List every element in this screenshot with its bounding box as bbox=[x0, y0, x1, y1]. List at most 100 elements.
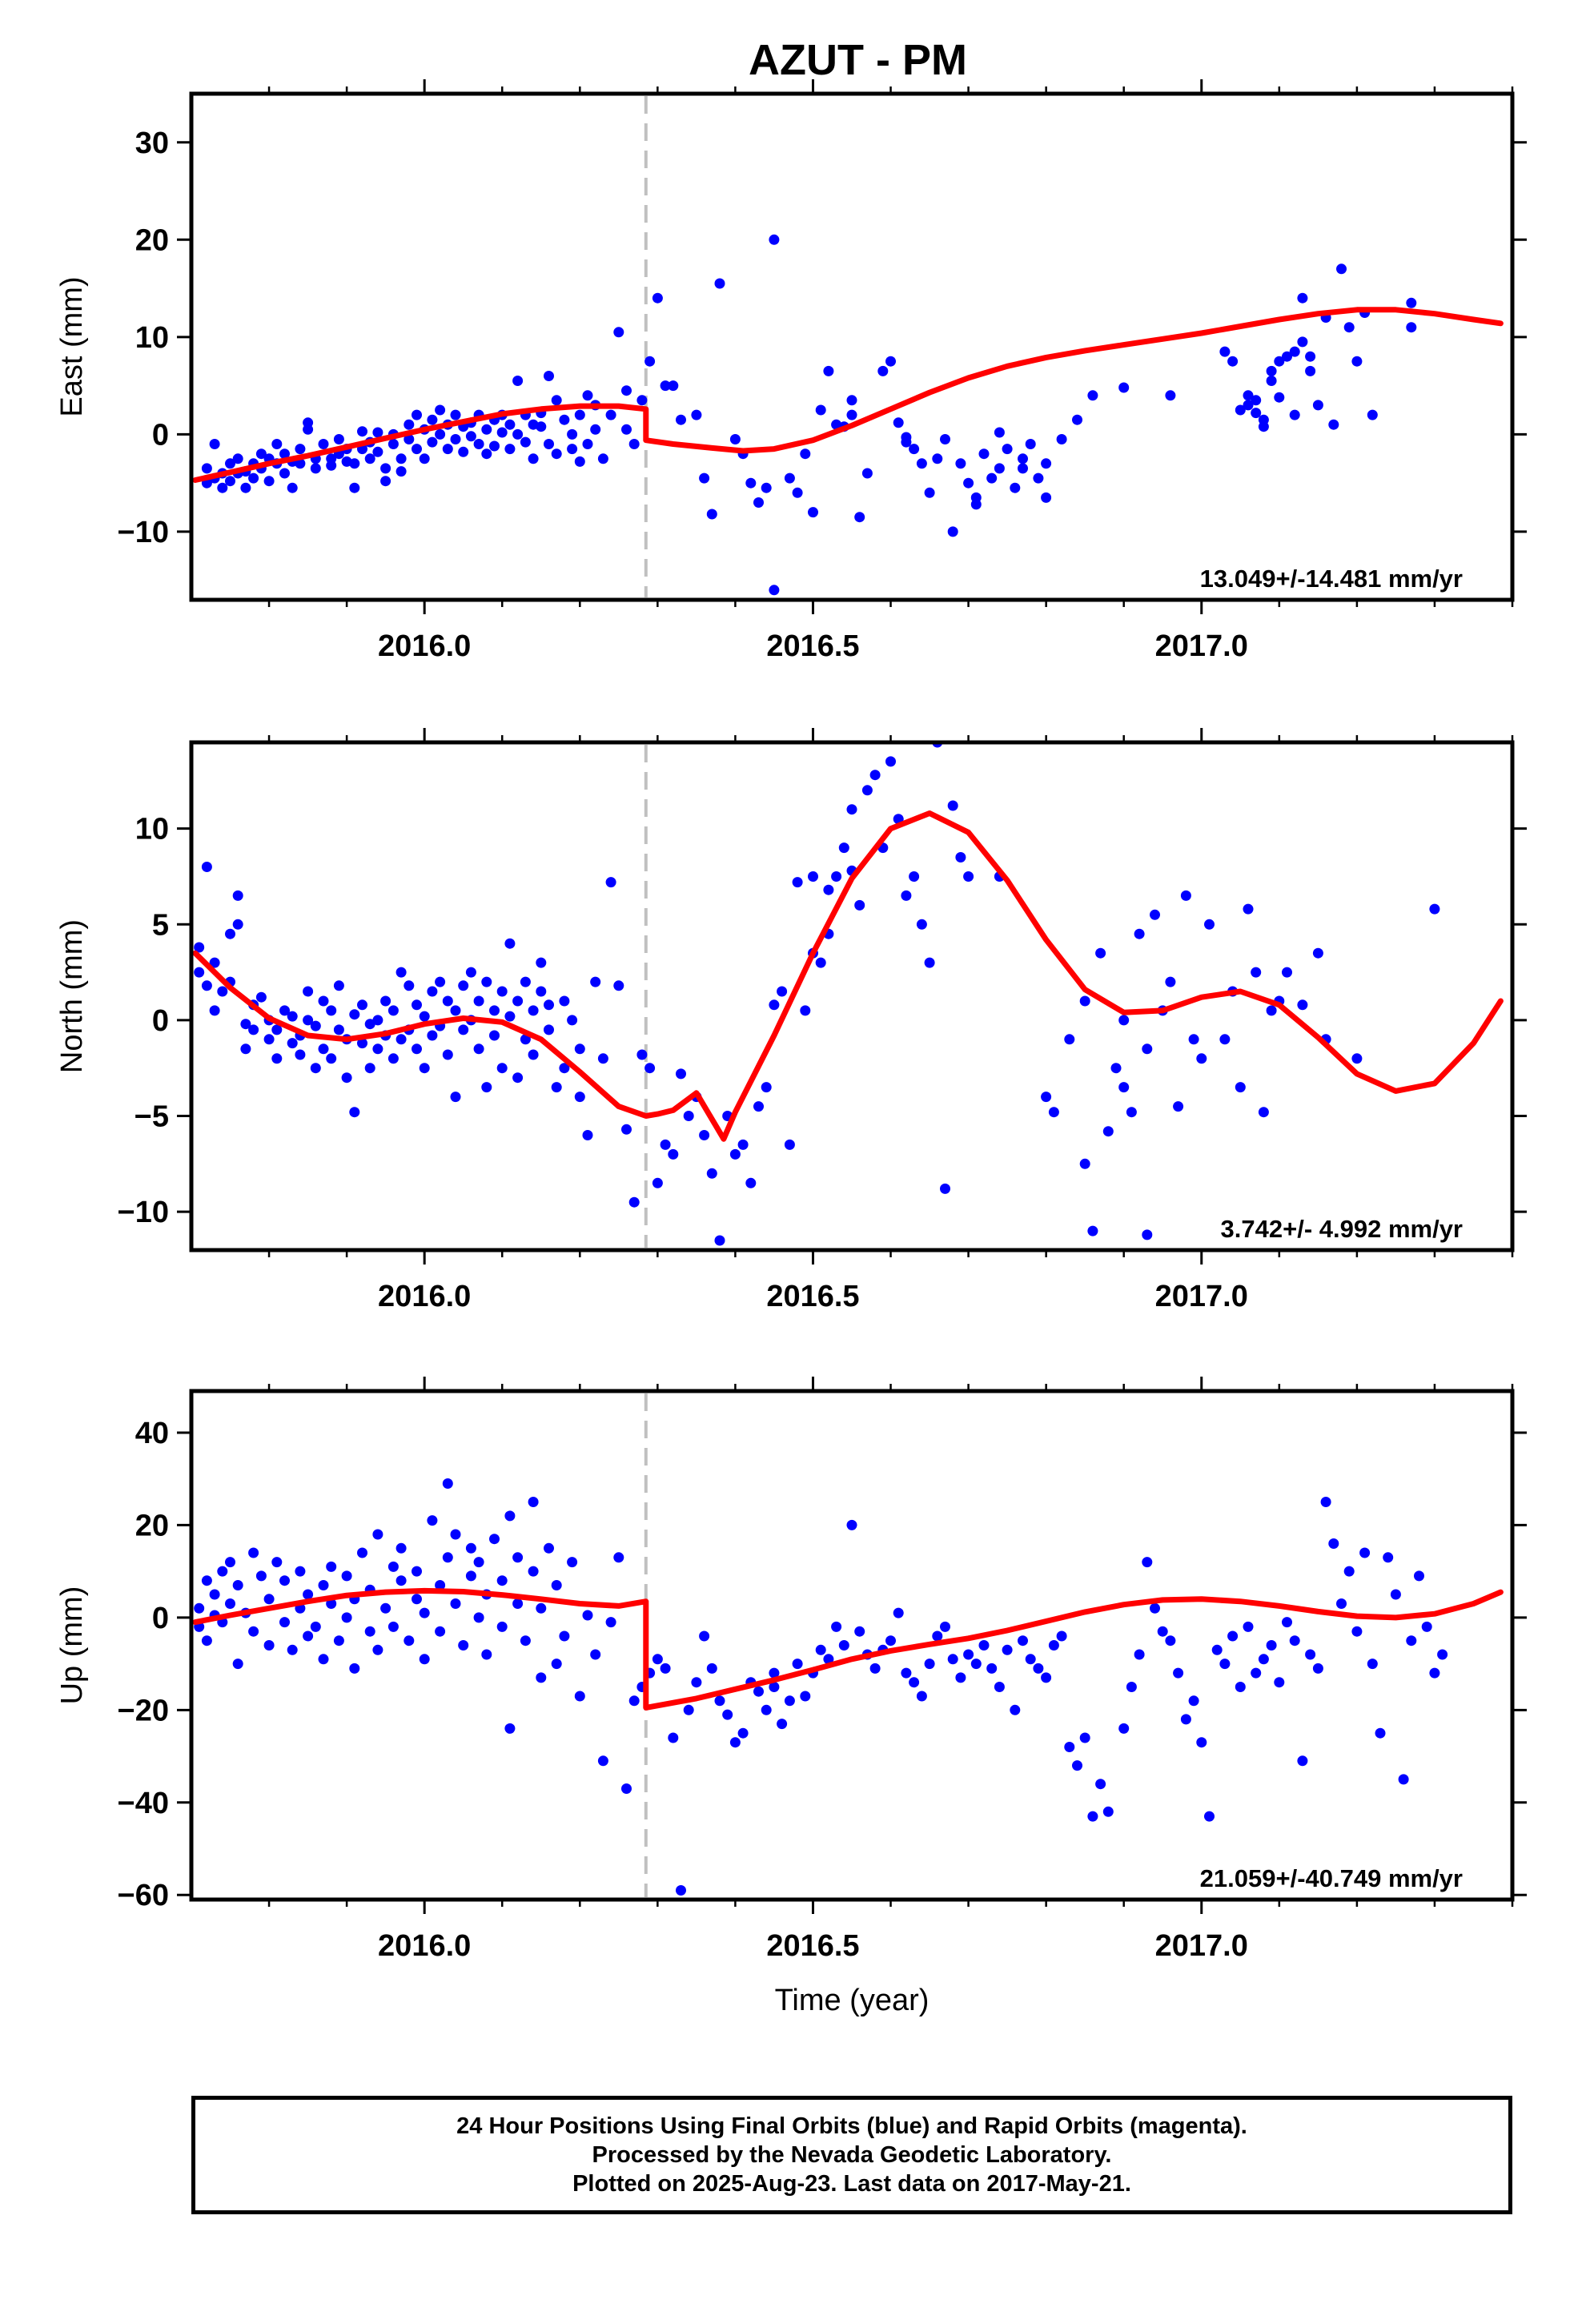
up-data-point bbox=[380, 1602, 391, 1614]
east-data-point bbox=[209, 439, 220, 449]
north-data-point bbox=[442, 1049, 453, 1060]
east-data-point bbox=[1351, 356, 1363, 367]
up-data-point bbox=[869, 1663, 881, 1674]
north-data-point bbox=[1188, 1034, 1199, 1045]
east-data-point bbox=[427, 436, 438, 448]
up-data-point bbox=[435, 1580, 446, 1590]
north-data-point bbox=[271, 1053, 283, 1064]
east-data-point bbox=[450, 434, 461, 444]
north-data-point bbox=[1577, 1057, 1582, 1068]
up-data-point bbox=[442, 1478, 453, 1489]
up-data-point bbox=[1025, 1654, 1036, 1665]
east-data-point bbox=[357, 426, 367, 437]
up-data-point bbox=[536, 1672, 547, 1683]
up-data-point bbox=[512, 1552, 524, 1563]
up-data-point bbox=[217, 1566, 228, 1577]
east-data-point bbox=[994, 427, 1005, 438]
north-data-point bbox=[714, 1235, 725, 1246]
east-data-point bbox=[1336, 263, 1347, 275]
up-data-point bbox=[387, 1621, 399, 1632]
up-data-point bbox=[613, 1552, 624, 1563]
north-data-point bbox=[636, 1049, 648, 1060]
up-data-point bbox=[932, 1630, 943, 1642]
up-data-point bbox=[567, 1557, 578, 1568]
east-data-point bbox=[1018, 463, 1028, 474]
up-data-point bbox=[333, 1635, 344, 1647]
up-data-point bbox=[1351, 1626, 1363, 1637]
up-data-point bbox=[419, 1607, 430, 1618]
north-data-point bbox=[1142, 1229, 1153, 1240]
east-data-point bbox=[481, 448, 492, 460]
up-data-point bbox=[668, 1732, 679, 1743]
up-data-point bbox=[1359, 1547, 1371, 1558]
up-data-point bbox=[1126, 1682, 1137, 1692]
up-data-point bbox=[621, 1783, 632, 1794]
north-data-point bbox=[255, 991, 267, 1003]
up-data-point bbox=[412, 1594, 422, 1605]
north-data-point bbox=[504, 1011, 516, 1022]
up-data-point bbox=[442, 1552, 453, 1563]
east-data-point bbox=[574, 456, 585, 467]
east-y-tick-label: 10 bbox=[135, 321, 169, 355]
up-y-tick-label: 40 bbox=[135, 1417, 169, 1450]
up-data-point bbox=[536, 1602, 547, 1614]
up-data-point bbox=[465, 1570, 476, 1582]
north-data-point bbox=[737, 1139, 749, 1150]
up-data-point bbox=[916, 1691, 927, 1702]
up-data-point bbox=[396, 1542, 407, 1554]
east-data-point bbox=[559, 414, 570, 425]
up-data-point bbox=[528, 1566, 539, 1577]
east-data-point bbox=[729, 434, 741, 444]
up-data-point bbox=[955, 1672, 966, 1683]
north-data-point bbox=[1297, 999, 1308, 1011]
east-data-point bbox=[419, 453, 430, 464]
north-data-point bbox=[644, 1063, 656, 1074]
north-data-point bbox=[1282, 967, 1292, 978]
east-data-point bbox=[225, 458, 235, 469]
up-data-point bbox=[1274, 1677, 1285, 1688]
up-data-point bbox=[1437, 1649, 1448, 1660]
east-data-point bbox=[1406, 297, 1417, 308]
east-data-point bbox=[544, 371, 554, 381]
north-data-point bbox=[590, 976, 601, 987]
east-data-point bbox=[1072, 414, 1082, 425]
east-data-point bbox=[1010, 482, 1021, 493]
up-data-point bbox=[924, 1659, 935, 1670]
up-data-point bbox=[481, 1649, 492, 1660]
up-data-point bbox=[769, 1682, 780, 1692]
east-y-tick-label: 0 bbox=[152, 418, 169, 452]
east-data-point bbox=[1282, 351, 1292, 362]
up-x-tick-label: 2017.0 bbox=[1155, 1929, 1248, 1963]
up-y-tick-label: −60 bbox=[118, 1879, 169, 1912]
up-data-point bbox=[590, 1649, 601, 1660]
north-data-point bbox=[396, 1034, 407, 1045]
up-data-point bbox=[628, 1695, 640, 1707]
caption-line-2: Processed by the Nevada Geodetic Laborat… bbox=[592, 2142, 1112, 2168]
north-data-point bbox=[380, 995, 391, 1007]
up-data-point bbox=[1258, 1654, 1269, 1665]
east-data-point bbox=[924, 487, 935, 498]
north-data-point bbox=[263, 1034, 275, 1045]
up-data-point bbox=[404, 1635, 415, 1647]
north-data-point bbox=[551, 1082, 562, 1093]
east-x-tick-label: 2017.0 bbox=[1155, 629, 1248, 663]
north-data-point bbox=[496, 986, 508, 997]
north-data-point bbox=[676, 1068, 686, 1080]
up-data-point bbox=[201, 1575, 212, 1586]
up-data-point bbox=[295, 1566, 306, 1577]
up-data-point bbox=[1383, 1552, 1394, 1563]
east-data-point bbox=[372, 446, 383, 457]
north-data-point bbox=[489, 1005, 500, 1016]
east-data-point bbox=[404, 419, 415, 430]
north-data-point bbox=[225, 928, 235, 939]
east-data-point bbox=[1312, 400, 1323, 411]
north-data-point bbox=[1134, 928, 1145, 939]
north-data-point bbox=[450, 1092, 461, 1103]
east-data-point bbox=[1258, 421, 1269, 432]
north-data-point bbox=[364, 1063, 375, 1074]
up-data-point bbox=[544, 1542, 554, 1554]
north-data-point bbox=[435, 976, 446, 987]
east-data-point bbox=[706, 509, 717, 520]
up-data-point bbox=[1282, 1617, 1292, 1628]
north-data-point bbox=[349, 1107, 360, 1118]
